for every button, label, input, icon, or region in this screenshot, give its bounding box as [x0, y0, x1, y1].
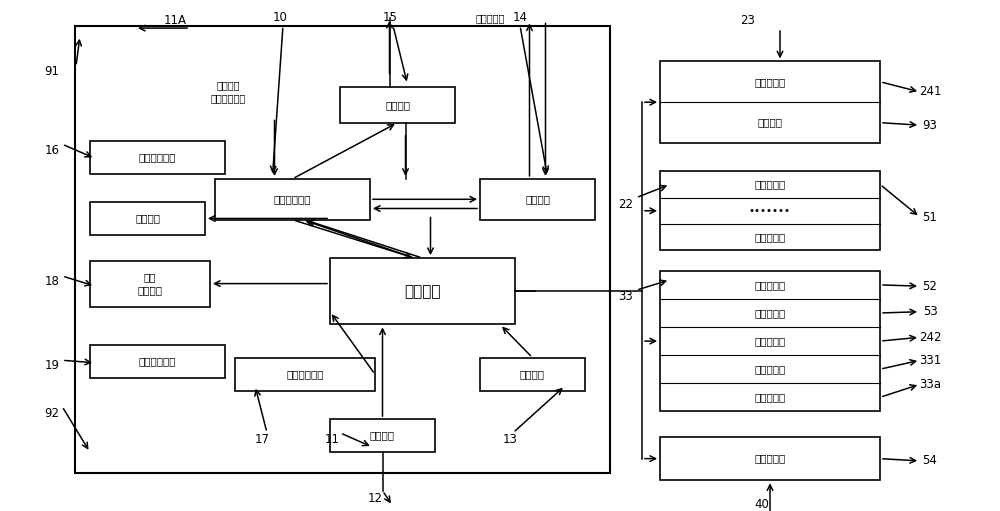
Text: 12: 12 [368, 492, 382, 505]
Bar [480, 358, 585, 391]
Text: 控制单元: 控制单元 [404, 284, 441, 299]
Text: 11A: 11A [164, 14, 186, 27]
Text: 33: 33 [619, 290, 633, 303]
Text: 温湿度传感器: 温湿度传感器 [286, 369, 324, 379]
Bar [660, 271, 880, 411]
Bar [90, 345, 225, 378]
Text: 18: 18 [45, 274, 59, 288]
Text: 语音单元: 语音单元 [135, 214, 160, 223]
Text: 第二传感器: 第二传感器 [754, 336, 786, 346]
Bar [75, 26, 610, 473]
Text: 第四电磁锁: 第四电磁锁 [754, 454, 786, 463]
Text: 51: 51 [923, 211, 937, 224]
Text: 92: 92 [44, 407, 60, 421]
Bar [90, 202, 205, 235]
Bar [215, 179, 370, 220]
Text: 22: 22 [618, 198, 634, 211]
Text: 242: 242 [919, 331, 941, 344]
Text: 第一电磁锁: 第一电磁锁 [754, 179, 786, 190]
Text: 第二指示灯: 第二指示灯 [754, 364, 786, 374]
Text: 40: 40 [755, 498, 769, 511]
Text: 光电传感器: 光电传感器 [754, 392, 786, 402]
Bar [660, 61, 880, 143]
Text: 331: 331 [919, 354, 941, 367]
Text: 54: 54 [923, 454, 937, 468]
Bar [90, 261, 210, 307]
Bar [235, 358, 375, 391]
Bar [330, 258, 515, 324]
Text: 第三电磁锁: 第三电磁锁 [754, 308, 786, 318]
Bar [660, 437, 880, 480]
Text: 33a: 33a [919, 378, 941, 391]
Text: 14: 14 [512, 11, 528, 25]
Text: 93: 93 [923, 119, 937, 132]
Text: •••••••: ••••••• [749, 206, 791, 216]
Text: 17: 17 [254, 433, 270, 446]
Text: 16: 16 [44, 144, 60, 157]
Text: 通讯单元: 通讯单元 [525, 194, 550, 204]
Text: 52: 52 [923, 280, 937, 293]
Text: 第一驱动机构: 第一驱动机构 [139, 152, 176, 162]
Text: 53: 53 [923, 305, 937, 318]
Bar [330, 419, 435, 452]
Text: 药品信息
药品服用信息: 药品信息 药品服用信息 [210, 80, 246, 104]
Text: 计时单元: 计时单元 [520, 369, 545, 379]
Text: 第二电磁锁: 第二电磁锁 [754, 280, 786, 290]
Text: 241: 241 [919, 85, 941, 99]
Bar [480, 179, 595, 220]
Text: 10: 10 [273, 11, 287, 25]
Text: 第二驱动机构: 第二驱动机构 [139, 357, 176, 366]
Text: 人机交互单元: 人机交互单元 [274, 194, 311, 204]
Bar [340, 87, 455, 123]
Text: 第一传感器: 第一传感器 [754, 77, 786, 87]
Text: 风机
干燥装置: 风机 干燥装置 [138, 272, 162, 295]
Text: 91: 91 [44, 65, 60, 78]
Text: 推动组件: 推动组件 [758, 118, 782, 128]
Text: 11: 11 [324, 433, 340, 446]
Text: 19: 19 [44, 359, 60, 372]
Bar [660, 171, 880, 250]
Bar [90, 141, 225, 174]
Text: 医生、亲人: 医生、亲人 [475, 13, 505, 23]
Text: 电池单元: 电池单元 [370, 431, 395, 440]
Text: 23: 23 [741, 14, 755, 27]
Text: 13: 13 [503, 433, 517, 446]
Text: 第一电磁锁: 第一电磁锁 [754, 232, 786, 242]
Text: 储存单元: 储存单元 [385, 100, 410, 110]
Text: 15: 15 [383, 11, 397, 25]
